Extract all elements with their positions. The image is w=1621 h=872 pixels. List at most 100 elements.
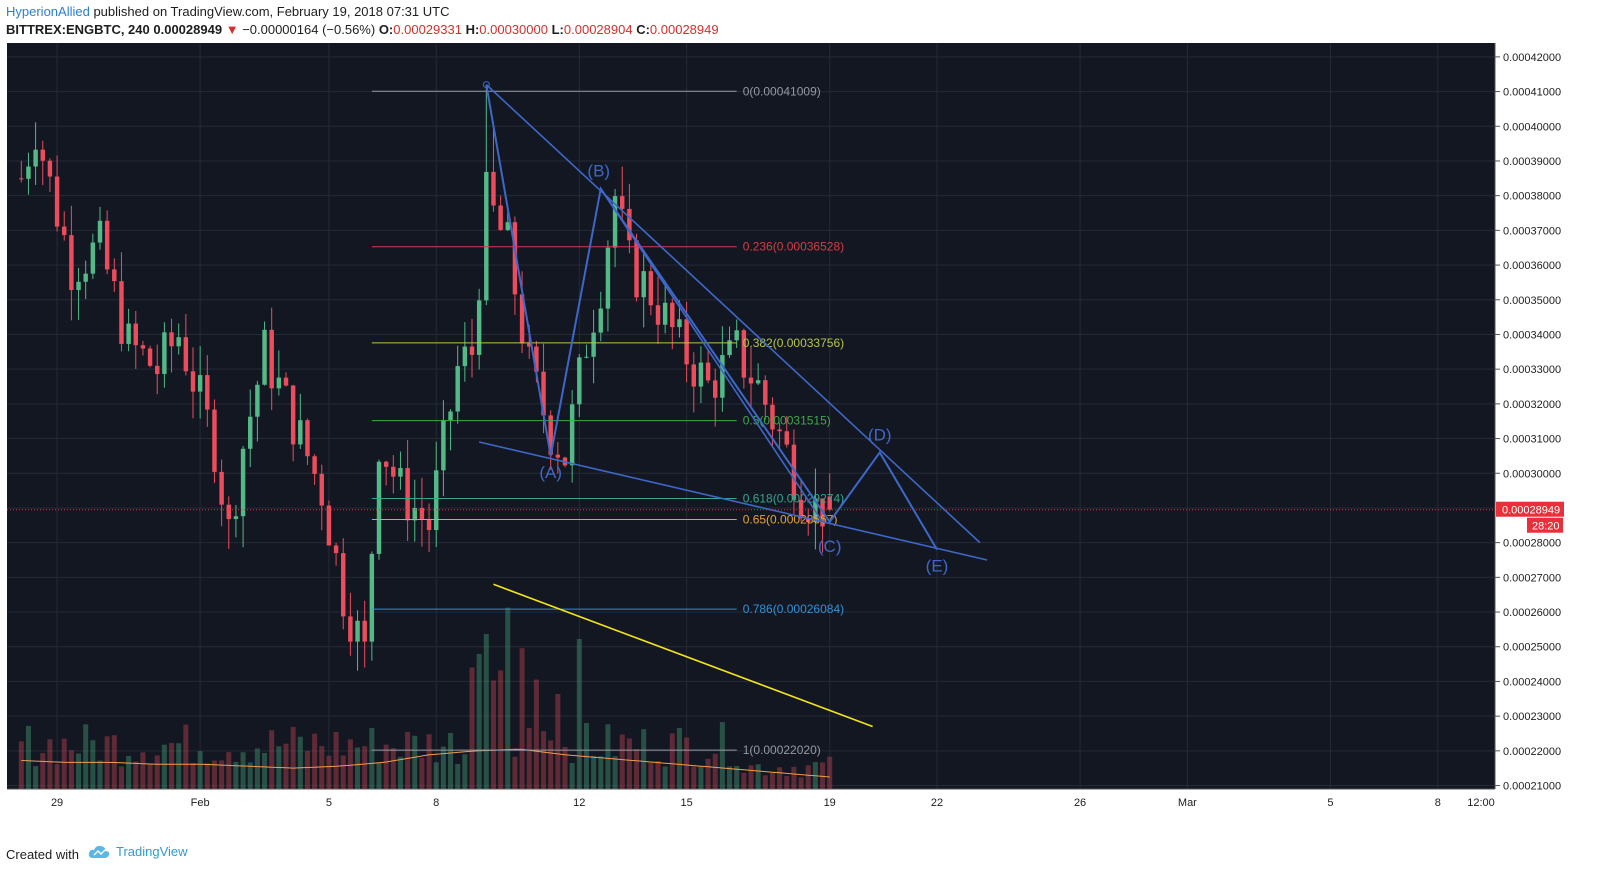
candle-body xyxy=(627,208,632,241)
price-chart[interactable]: 0.00042000 0.00041000 0.00040000 0.00039000… xyxy=(6,42,1615,836)
candle-body xyxy=(684,319,689,365)
y-tick-label: 0.00025000 xyxy=(1503,642,1561,654)
y-tick-label: 0.00038000 xyxy=(1503,191,1561,203)
volume-bar xyxy=(290,726,296,789)
candle-body xyxy=(491,171,496,206)
candle-body xyxy=(677,319,682,328)
candle-body xyxy=(462,346,468,367)
open-label: O: xyxy=(378,22,394,37)
volume-bar xyxy=(719,722,725,789)
candle-body xyxy=(47,160,53,177)
volume-bar xyxy=(133,761,139,789)
volume-bar xyxy=(698,766,704,789)
y-tick-label: 0.00039000 xyxy=(1503,156,1561,168)
volume-bar xyxy=(304,750,310,789)
volume-bar xyxy=(483,634,489,789)
x-tick-label: 5 xyxy=(326,797,332,809)
volume-bar xyxy=(25,725,31,789)
candle-body xyxy=(755,380,761,384)
volume-bar xyxy=(734,765,740,789)
fib-level-label: 0(0.00041009) xyxy=(743,84,821,98)
volume-bar xyxy=(226,752,232,789)
candle-body xyxy=(791,444,797,500)
candle-body xyxy=(176,337,181,347)
candle-body xyxy=(641,271,646,298)
y-tick-label: 0.00036000 xyxy=(1503,260,1561,272)
y-tick-label: 0.00026000 xyxy=(1503,607,1561,619)
x-tick-label: 8 xyxy=(433,797,439,809)
volume-bar xyxy=(240,752,246,789)
volume-bar xyxy=(605,724,611,789)
volume-bar xyxy=(548,740,554,789)
volume-bar xyxy=(297,736,303,789)
volume-bar xyxy=(598,756,604,789)
plot-background xyxy=(7,43,1495,789)
candle-body xyxy=(798,499,804,519)
volume-bar xyxy=(140,752,146,789)
volume-bar xyxy=(176,743,182,789)
fib-level-label: 1(0.00022020) xyxy=(743,743,821,757)
candle-body xyxy=(40,149,45,161)
volume-bar xyxy=(476,654,482,789)
candle-body xyxy=(212,409,217,472)
wave-label: (C) xyxy=(818,537,842,556)
candle-body xyxy=(276,377,282,389)
volume-bar xyxy=(190,762,196,789)
volume-bar xyxy=(512,756,518,789)
volume-bar xyxy=(169,743,175,789)
candle-body xyxy=(713,380,718,398)
chart-area[interactable]: 0.00042000 0.00041000 0.00040000 0.00039000… xyxy=(6,42,1615,836)
publish-text: published on TradingView.com, February 1… xyxy=(89,4,450,19)
volume-bar xyxy=(691,766,697,789)
candle-body xyxy=(119,281,124,344)
candle-body xyxy=(69,235,74,291)
volume-bar xyxy=(219,760,225,789)
volume-bar xyxy=(469,667,475,789)
y-tick-label: 0.00041000 xyxy=(1503,87,1561,99)
volume-bar xyxy=(519,648,525,789)
x-tick-label: Feb xyxy=(191,797,210,809)
candle-body xyxy=(441,420,446,471)
brand-name: TradingView xyxy=(116,844,188,859)
trendline-lower xyxy=(478,441,988,561)
y-tick-label: 0.00040000 xyxy=(1503,121,1561,133)
volume-bar xyxy=(376,762,382,789)
candle-body xyxy=(519,294,525,344)
candle-body xyxy=(233,516,239,520)
candle-body xyxy=(591,332,596,357)
candle-body xyxy=(62,226,67,236)
volume-bar xyxy=(448,732,454,789)
candle-body xyxy=(398,468,403,477)
candle-body xyxy=(405,468,410,521)
candle-body xyxy=(226,504,231,520)
candle-body xyxy=(784,431,789,445)
volume-bar xyxy=(97,760,103,789)
volume-bar xyxy=(712,753,718,789)
volume-bar xyxy=(827,756,833,789)
chart-header: HyperionAllied published on TradingView.… xyxy=(0,0,1621,42)
candle-body xyxy=(434,470,439,530)
candle-body xyxy=(648,271,654,306)
candle-body xyxy=(569,404,575,466)
candle-body xyxy=(255,384,260,417)
volume-bar xyxy=(591,755,597,789)
author-link[interactable]: HyperionAllied xyxy=(6,4,90,19)
candle-body xyxy=(691,364,696,387)
change-value: −0.00000164 (−0.56%) xyxy=(242,22,376,37)
candle-body xyxy=(498,205,503,230)
tradingview-brand[interactable]: TradingView xyxy=(88,844,188,859)
candle-body xyxy=(577,357,582,405)
y-tick-label: 0.00022000 xyxy=(1503,746,1561,758)
x-tick-label: 26 xyxy=(1074,797,1086,809)
candle-body xyxy=(484,171,489,301)
countdown-tag xyxy=(1527,517,1563,533)
volume-bar xyxy=(147,764,153,789)
candle-body xyxy=(90,242,96,274)
volume-bar xyxy=(569,762,575,789)
candle-body xyxy=(326,505,332,546)
volume-bar xyxy=(805,765,811,789)
x-tick-label: 8 xyxy=(1435,797,1441,809)
candle-body xyxy=(104,220,110,270)
ohlc-legend: BITTREX:ENGBTC, 240 0.00028949 ▼ −0.0000… xyxy=(6,22,719,37)
candle-body xyxy=(391,466,396,477)
